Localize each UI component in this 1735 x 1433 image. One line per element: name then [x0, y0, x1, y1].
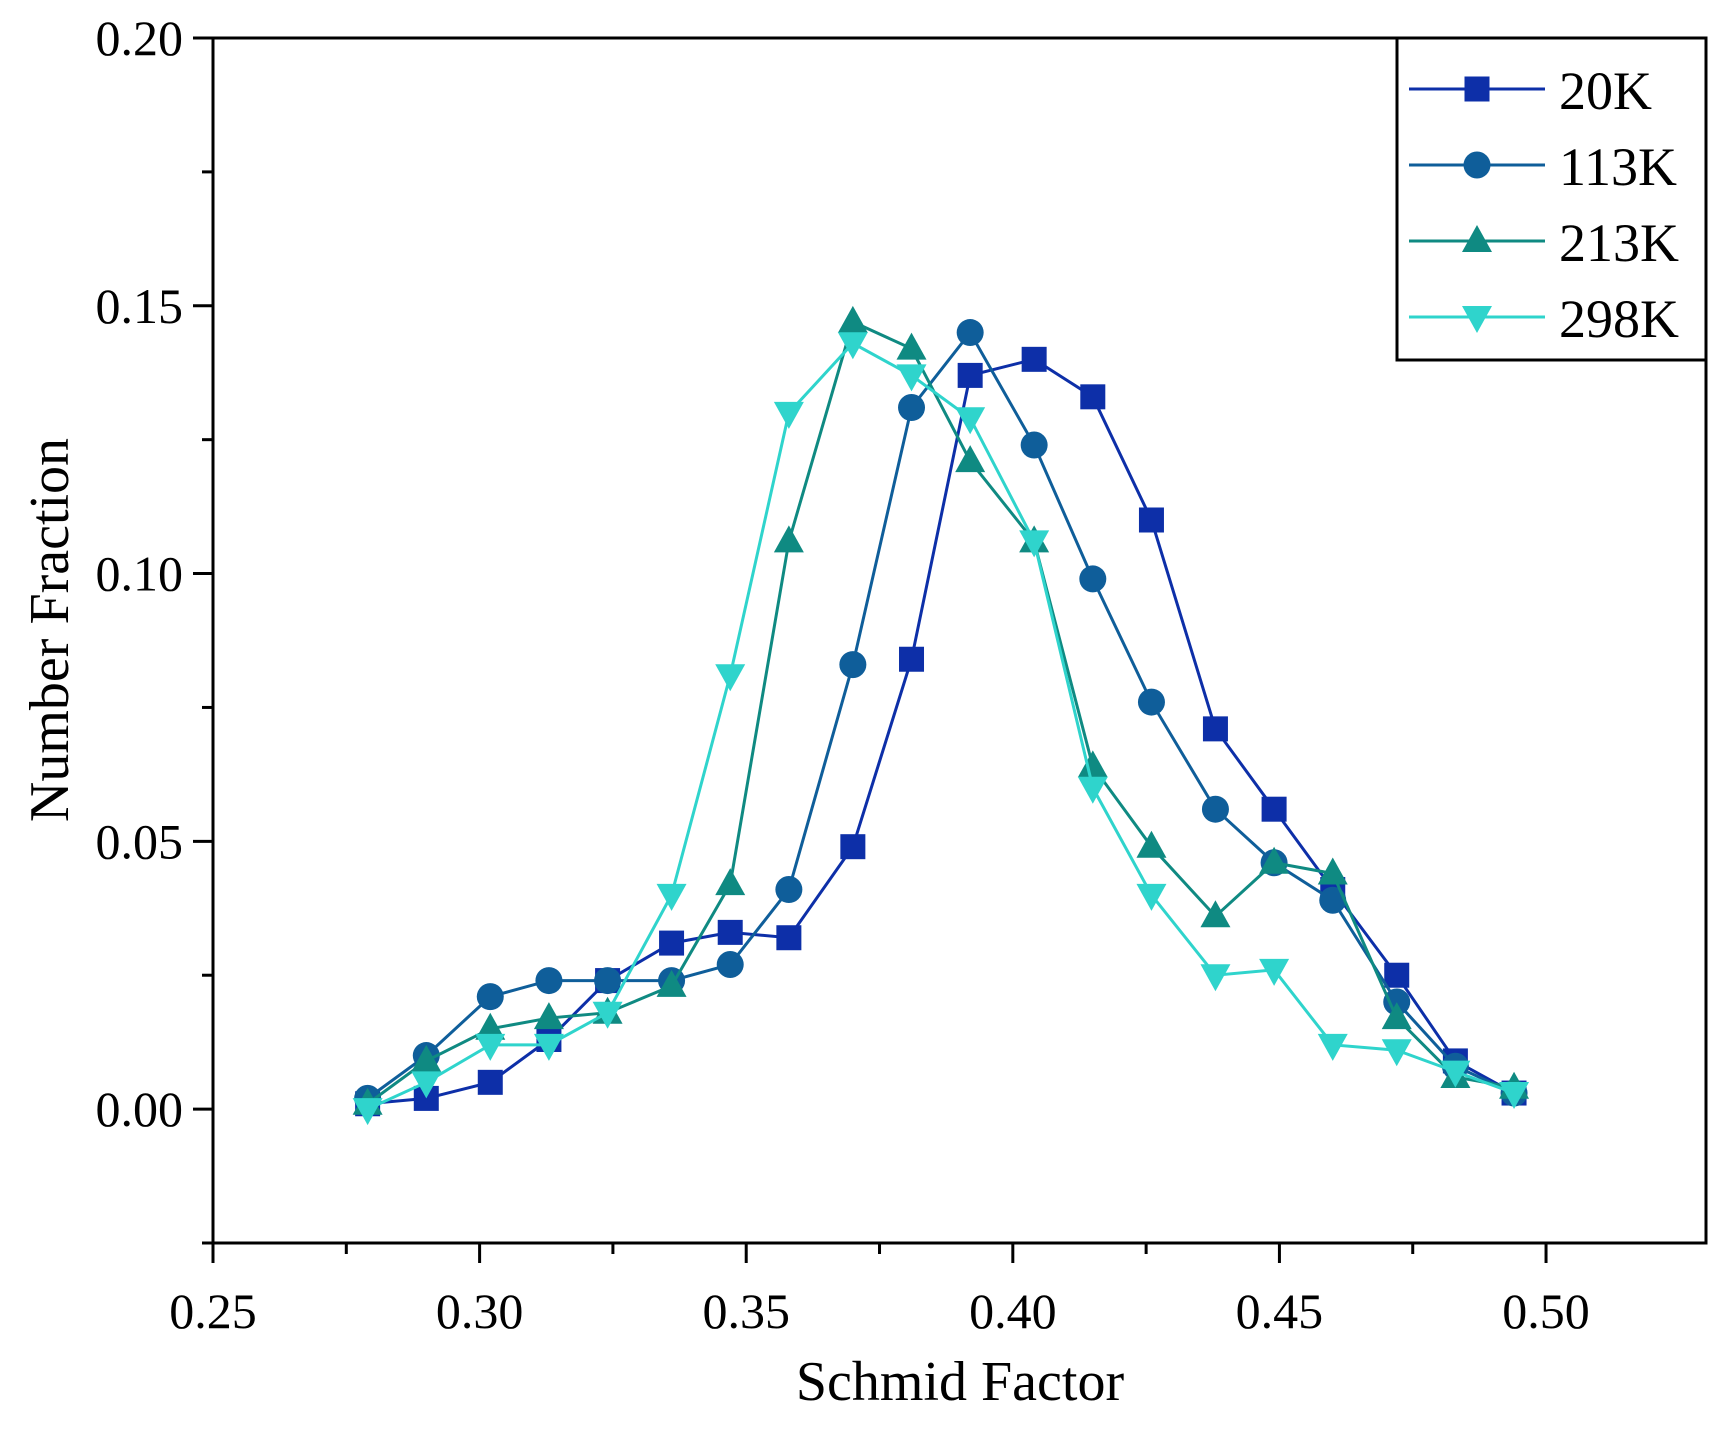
series-line-213K: [366, 319, 1515, 1105]
data-point: [659, 930, 685, 956]
x-tick-label: 0.40: [969, 1283, 1057, 1339]
y-tick-label: 0.00: [96, 1081, 184, 1137]
data-point: [1136, 830, 1167, 858]
data-point: [1079, 565, 1107, 593]
data-point: [1259, 958, 1290, 986]
data-point: [957, 362, 983, 388]
data-point: [475, 1012, 506, 1040]
data-point: [656, 883, 687, 911]
legend-label: 113K: [1559, 137, 1677, 197]
data-point: [1200, 900, 1231, 928]
x-tick-label: 0.35: [702, 1283, 790, 1339]
data-point: [1138, 507, 1164, 533]
series-layer: [352, 305, 1530, 1126]
data-point: [656, 969, 687, 997]
data-point: [1381, 1002, 1412, 1030]
legend-label: 213K: [1559, 213, 1679, 273]
data-point: [773, 401, 804, 429]
data-point: [411, 1071, 442, 1099]
data-point: [1021, 346, 1047, 372]
legend-marker: [1462, 225, 1492, 252]
y-tick-label: 0.15: [96, 278, 184, 334]
data-point: [1499, 1082, 1530, 1110]
data-point: [477, 1069, 503, 1095]
y-axis-title: Number Fraction: [19, 438, 81, 822]
data-point: [717, 919, 743, 945]
legend: 20K 113K 213K 298K: [1395, 36, 1708, 362]
legend-item-213K: 213K: [1409, 213, 1679, 273]
data-point: [1317, 1033, 1348, 1061]
x-axis-title: Schmid Factor: [796, 1351, 1125, 1413]
legend-label: 298K: [1559, 289, 1679, 349]
series-298K: [352, 332, 1530, 1126]
x-tick-label: 0.25: [169, 1283, 257, 1339]
data-point: [535, 967, 563, 995]
data-point: [956, 319, 984, 347]
data-point: [1381, 1039, 1412, 1067]
legend-label: 20K: [1559, 61, 1652, 121]
data-point: [898, 394, 926, 422]
data-point: [775, 876, 803, 904]
legend-marker: [1463, 151, 1491, 179]
data-point: [1440, 1060, 1471, 1088]
x-tick-label: 0.30: [436, 1283, 524, 1339]
data-point: [773, 525, 804, 553]
data-point: [1384, 962, 1410, 988]
legend-item-113K: 113K: [1409, 137, 1677, 197]
data-point: [1136, 883, 1167, 911]
data-point: [1317, 857, 1348, 885]
data-point: [837, 305, 868, 333]
data-point: [475, 1033, 506, 1061]
data-point: [715, 868, 746, 896]
data-point: [1137, 688, 1165, 716]
data-point: [1202, 716, 1228, 742]
data-point: [476, 983, 504, 1011]
data-point: [352, 1098, 383, 1126]
data-point: [1261, 796, 1287, 822]
plot-frame: [211, 36, 1708, 1245]
data-point: [896, 364, 927, 392]
data-point: [1020, 431, 1048, 459]
y-tick-label: 0.10: [96, 546, 184, 602]
data-point: [1077, 750, 1108, 778]
data-point: [1200, 964, 1231, 992]
data-point: [955, 407, 986, 435]
legend-marker: [1462, 306, 1492, 333]
axes-layer: 0.25 0.30 0.35 0.40 0.45 0.50 0.00 0.05 0.10 0.15…: [96, 10, 1708, 1339]
data-point: [594, 967, 622, 995]
data-point: [1077, 776, 1108, 804]
x-tick-label: 0.45: [1236, 1283, 1324, 1339]
data-point: [896, 332, 927, 360]
data-point: [592, 1001, 623, 1029]
legend-item-298K: 298K: [1409, 289, 1679, 349]
legend-box: [1395, 36, 1708, 362]
data-point: [839, 651, 867, 679]
data-point: [1259, 846, 1290, 874]
legend-item-20K: 20K: [1409, 61, 1652, 121]
data-point: [899, 646, 925, 672]
data-point: [533, 1033, 564, 1061]
data-point: [1383, 988, 1411, 1016]
data-point: [533, 1002, 564, 1030]
data-point: [1201, 795, 1229, 823]
data-point: [955, 445, 986, 473]
y-tick-label: 0.20: [96, 10, 184, 66]
data-point: [715, 664, 746, 692]
legend-marker: [1464, 76, 1490, 102]
data-point: [1019, 530, 1050, 558]
data-point: [840, 834, 866, 860]
data-point: [837, 332, 868, 360]
data-point: [1319, 886, 1347, 914]
y-tick-label: 0.05: [96, 813, 184, 869]
data-point: [411, 1044, 442, 1072]
data-point: [716, 951, 744, 979]
x-tick-label: 0.50: [1502, 1283, 1590, 1339]
data-point: [1080, 384, 1106, 410]
data-point: [776, 925, 802, 951]
